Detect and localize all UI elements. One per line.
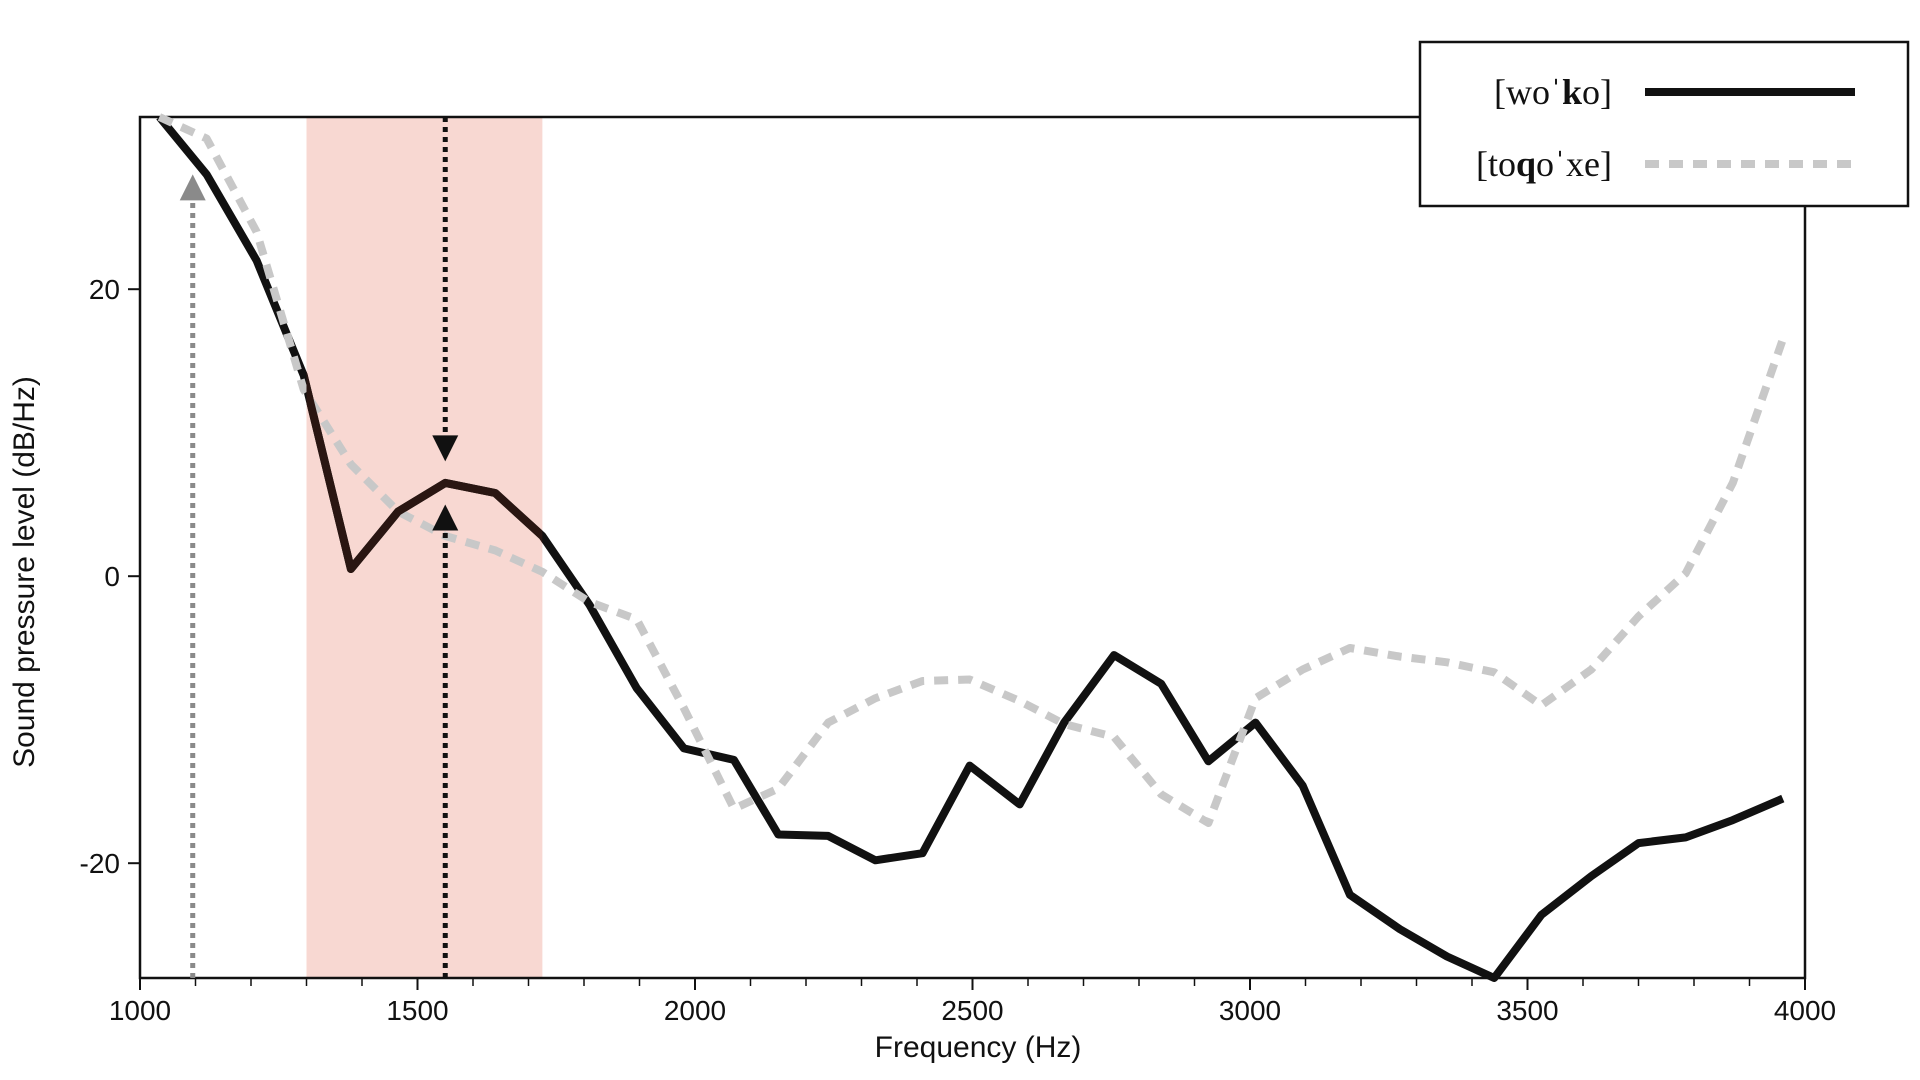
x-tick-label: 1500: [386, 995, 448, 1026]
x-tick-label: 2500: [941, 995, 1003, 1026]
legend: [woˈko] [toqoˈxe]: [1418, 40, 1910, 208]
x-tick-label: 3500: [1496, 995, 1558, 1026]
legend-label-1: [woˈko]: [1494, 72, 1612, 112]
y-tick-label: 0: [104, 561, 120, 592]
x-tick-label: 3000: [1219, 995, 1281, 1026]
series-line-1-band-segment: [306, 371, 543, 573]
y-axis-title: Sound pressure level (dB/Hz): [8, 376, 41, 768]
x-axis-title: Frequency (Hz): [875, 1031, 1082, 1064]
series-line-2: [157, 113, 1787, 827]
legend-label-2: [toqoˈxe]: [1476, 144, 1612, 184]
y-tick-label: 20: [89, 274, 120, 305]
arrow-head-1: [179, 174, 206, 201]
legend-box: [1418, 40, 1910, 208]
axes-layer: 1000 1500 2000 2500 3000 3500 4000 -20 0 20: [80, 274, 1837, 1026]
arrow-head-3: [432, 504, 459, 531]
x-tick-label: 4000: [1774, 995, 1836, 1026]
x-tick-label: 2000: [664, 995, 726, 1026]
arrow-head-2: [432, 435, 459, 462]
y-tick-label: -20: [80, 848, 120, 879]
series-layer: [156, 113, 1787, 982]
x-tick-label: 1000: [109, 995, 171, 1026]
arrow-layer: [179, 117, 459, 978]
